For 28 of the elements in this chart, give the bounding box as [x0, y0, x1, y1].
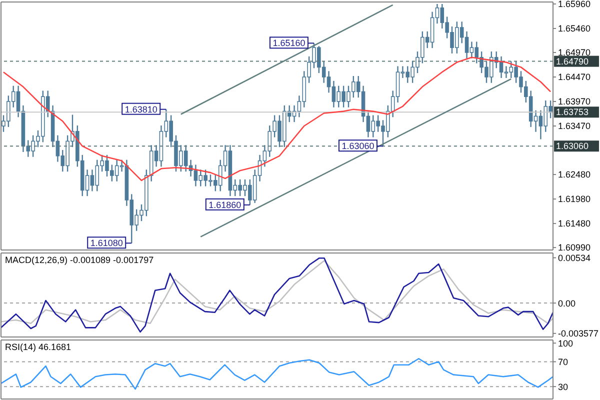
y-tick-label: 1.64970	[558, 48, 591, 58]
ref-line-label: 1.64790	[556, 56, 589, 66]
chart-title: MACD(12,26,9) -0.001089 -0.001797	[5, 255, 154, 265]
y-tick-label: 1.65960	[558, 0, 591, 10]
line-series	[2, 56, 552, 182]
chart-title: RSI(14) 46.1681	[5, 342, 72, 352]
y-tick-label: 1.61480	[558, 218, 591, 229]
y-tick-label: 0.00534	[558, 252, 591, 263]
annotation: 1.63810	[124, 104, 158, 114]
ref-line-label: 1.63753	[556, 107, 589, 118]
annotation: 1.61080	[90, 238, 123, 248]
y-tick-label: -0.003577	[558, 328, 599, 339]
y-tick-label: 1.61980	[558, 194, 591, 204]
y-tick-label: 30	[558, 382, 568, 392]
y-tick-label: 1.64470	[558, 72, 591, 82]
y-tick-label: 1.62480	[558, 170, 591, 180]
y-tick-label: 1.63470	[558, 121, 591, 132]
y-tick-label: 1.60990	[558, 242, 591, 253]
line-series	[0, 358, 554, 390]
ref-line-label: 1.63060	[556, 141, 589, 152]
y-tick-label: 1.65460	[558, 24, 591, 34]
annotation: 1.61860	[208, 200, 242, 210]
y-tick-label: 0.00	[558, 298, 576, 308]
y-tick-label: 70	[558, 356, 568, 367]
annotation: 1.65160	[272, 38, 306, 48]
y-tick-label: 1.63970	[558, 96, 591, 107]
y-tick-label: 100	[558, 338, 574, 348]
annotation: 1.63060	[342, 141, 374, 152]
